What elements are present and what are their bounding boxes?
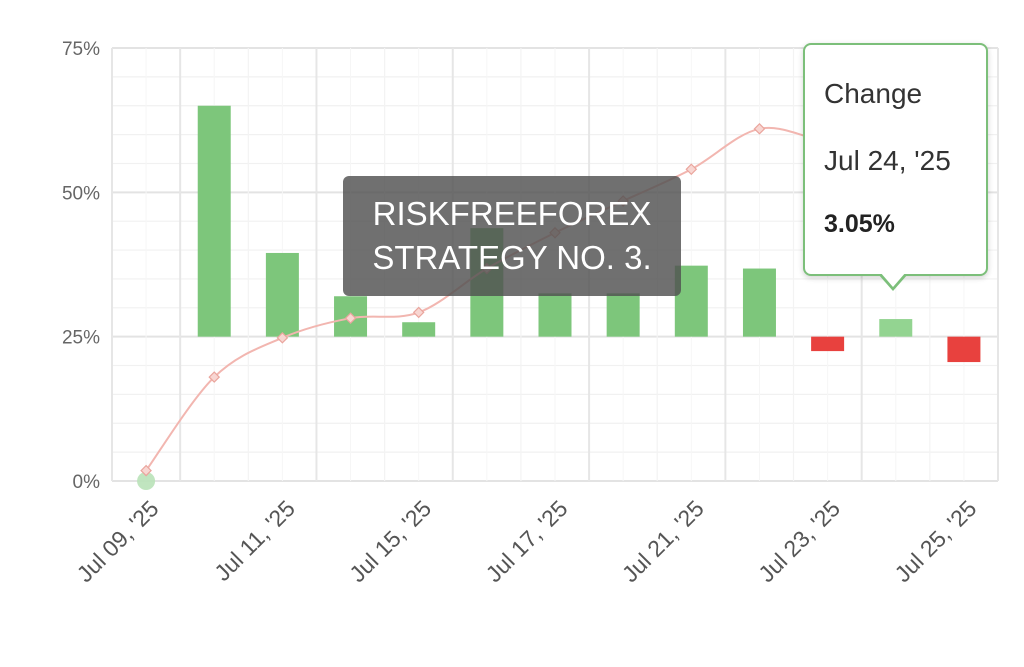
bar	[811, 336, 845, 352]
bar	[197, 105, 231, 337]
bar	[742, 268, 776, 337]
line-point	[344, 312, 357, 325]
bar	[606, 293, 640, 337]
x-tick-label: Jul 25, '25	[889, 495, 981, 587]
line-point	[276, 331, 289, 344]
x-tick-label: Jul 17, '25	[481, 495, 573, 587]
tooltip-arrow-fill	[880, 272, 906, 287]
tooltip-title: Change	[824, 78, 923, 109]
x-tick-label: Jul 21, '25	[617, 495, 709, 587]
watermark-line-2: STRATEGY NO. 3.	[372, 239, 652, 276]
x-tick-label: Jul 11, '25	[209, 495, 300, 586]
start-marker	[137, 472, 156, 490]
x-tick-label: Jul 15, '25	[344, 495, 436, 587]
tooltip: Change Jul 24, '25 3.05%	[803, 43, 988, 276]
y-tick-label: 50%	[62, 183, 100, 204]
bar	[538, 293, 572, 337]
x-tick-label: Jul 09, '25	[72, 495, 164, 587]
line-point	[208, 371, 221, 383]
line-point	[412, 306, 425, 319]
bar	[879, 319, 913, 337]
bar	[402, 322, 436, 337]
x-tick-label: Jul 23, '25	[753, 495, 845, 587]
tooltip-date: Jul 24, '25	[824, 145, 951, 176]
y-axis: 0% 25% 50% 75%	[62, 39, 100, 493]
line-point	[753, 122, 766, 135]
bar	[947, 336, 981, 363]
watermark: RISKFREEFOREX STRATEGY NO. 3.	[343, 176, 681, 296]
bar	[265, 252, 299, 337]
y-tick-label: 75%	[62, 39, 100, 60]
x-axis: Jul 09, '25 Jul 11, '25 Jul 15, '25 Jul 17,…	[72, 495, 982, 587]
y-tick-label: 25%	[62, 328, 100, 349]
line-point	[140, 464, 152, 477]
watermark-line-1: RISKFREEFOREX	[372, 195, 652, 232]
y-tick-label: 0%	[73, 472, 101, 493]
tooltip-value: 3.05%	[824, 210, 895, 238]
line-point	[685, 163, 698, 176]
